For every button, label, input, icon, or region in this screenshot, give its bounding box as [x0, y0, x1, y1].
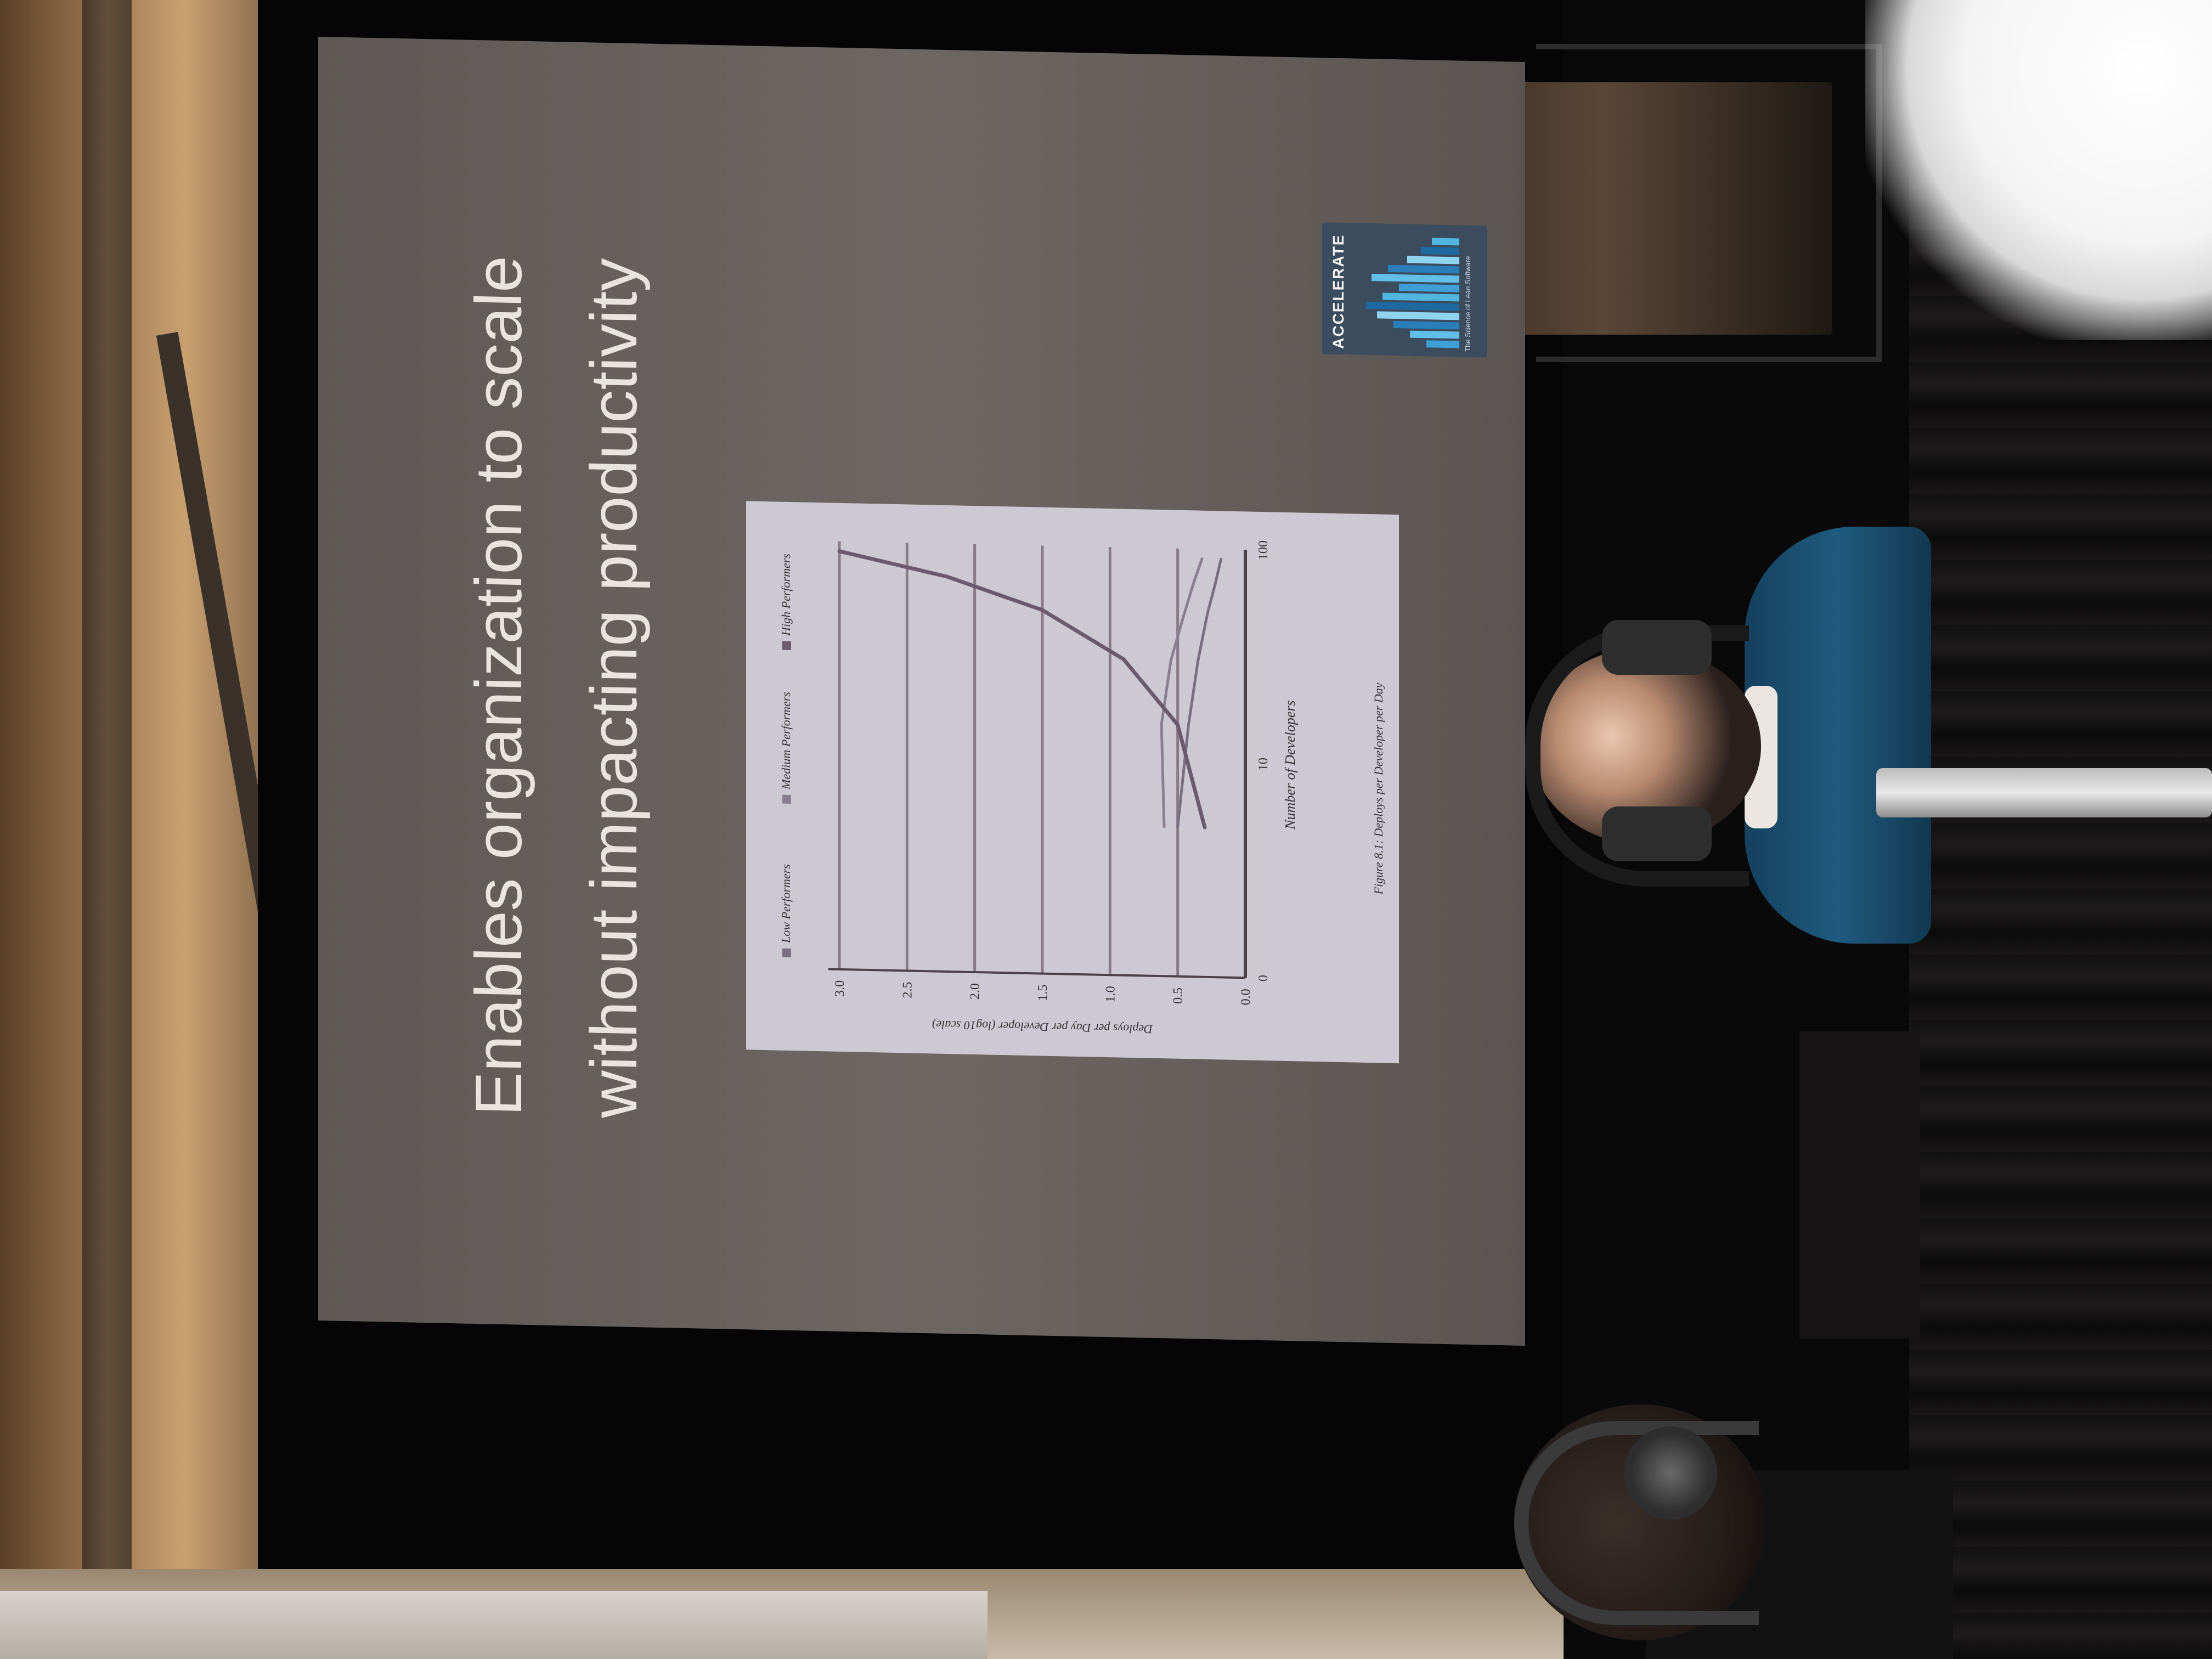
- ceiling-beam: [82, 0, 132, 1659]
- slide-title-line-2: without impacting productivity: [577, 257, 651, 1119]
- deploys-chart: 0.0 0.5 1.0 1.5 2.0 2.5 3.0 0 10 100 Number of Dev…: [779, 540, 1298, 1036]
- logo-subtitle: The Science of Lean Software: [1464, 256, 1472, 352]
- logo-bar: [1393, 321, 1459, 330]
- y-tick-label: 1.0: [1103, 986, 1118, 1003]
- chart-caption: Figure 8.1: Deploys per Developer per Da…: [1372, 682, 1385, 895]
- chart-panel: 0.0 0.5 1.0 1.5 2.0 2.5 3.0 0 10 100 Number of Dev…: [746, 501, 1399, 1064]
- y-tick-label: 2.0: [968, 983, 983, 1000]
- stage-curtain: [1909, 99, 2212, 1659]
- logo-bar: [1372, 274, 1459, 283]
- stage-railing: [1876, 768, 2212, 817]
- bottom-wall-lit: [0, 1591, 988, 1659]
- legend-swatch: [782, 641, 791, 651]
- x-axis-label: Number of Developers: [1282, 700, 1298, 830]
- x-tick-label: 100: [1256, 540, 1271, 561]
- projected-slide: Enables organization to scale without im…: [318, 36, 1525, 1346]
- x-tick-label: 0: [1256, 975, 1271, 982]
- logo-bar: [1377, 311, 1459, 320]
- x-tick-label: 10: [1256, 758, 1271, 771]
- headphone-earcup-icon: [1602, 806, 1712, 861]
- y-tick-label: 0.5: [1171, 988, 1186, 1005]
- logo-bar: [1426, 340, 1459, 348]
- legend-label: Low Performers: [779, 864, 793, 944]
- logo-bar: [1383, 292, 1459, 302]
- series-line-3: [837, 549, 1207, 830]
- logo-bar: [1432, 238, 1459, 246]
- y-tick-label: 0.0: [1239, 989, 1253, 1006]
- legend-swatch: [782, 794, 791, 804]
- legend-label: Medium Performers: [779, 692, 793, 790]
- logo-bars-icon: [1366, 238, 1459, 348]
- logo-bar: [1407, 256, 1459, 264]
- slide-title-line-1: Enables organization to scale: [462, 255, 535, 1117]
- logo-bar: [1366, 301, 1459, 311]
- logo-bar: [1399, 284, 1459, 292]
- legend-swatch: [782, 948, 791, 958]
- series-line-2: [1160, 557, 1204, 828]
- series-line-1: [1176, 557, 1223, 828]
- y-tick-label: 2.5: [900, 981, 915, 998]
- logo-bar: [1388, 264, 1459, 274]
- y-tick-label: 1.5: [1036, 984, 1050, 1001]
- headphone-earcup-icon: [1602, 620, 1712, 675]
- slide-content: Enables organization to scale without im…: [318, 37, 1525, 1346]
- legend-label: High Performers: [779, 554, 793, 636]
- logo-bar: [1410, 330, 1459, 339]
- headphone-earcup-icon: [1624, 1426, 1717, 1520]
- accelerate-book-logo: ACCELERATE The Science of Lean Software: [1322, 222, 1487, 358]
- logo-title: ACCELERATE: [1330, 234, 1347, 349]
- y-axis: [828, 968, 1245, 979]
- stage-light: [1865, 0, 2212, 340]
- stage-box: [1799, 1031, 1920, 1339]
- y-tick-label: 3.0: [833, 980, 847, 997]
- y-axis-label: Deploys per Day per Developer (log10 sca…: [932, 1018, 1153, 1036]
- logo-bar: [1421, 247, 1459, 255]
